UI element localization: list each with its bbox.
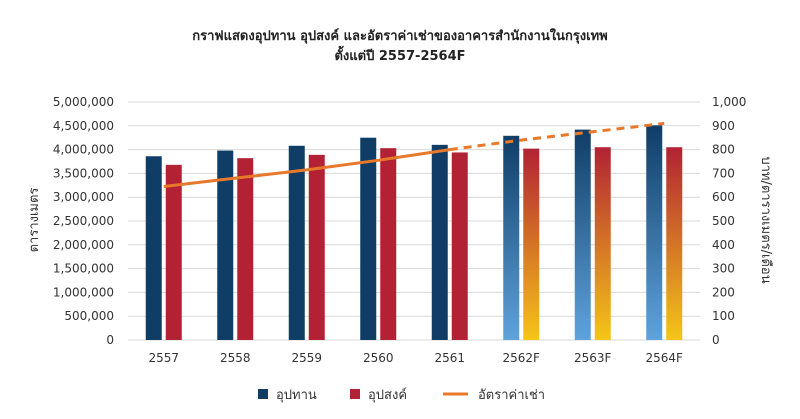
left-tick-label: 1,500,000 [53, 262, 114, 276]
rent-line-forecast [449, 121, 665, 152]
legend: อุปทาน อุปสงค์ อัตราค่าเช่า [258, 387, 545, 403]
left-tick-label: 4,000,000 [53, 143, 114, 157]
bar-supply [288, 145, 305, 340]
legend-swatch-supply [258, 389, 268, 399]
bar-demand [594, 147, 611, 340]
right-tick-label: 1,000 [712, 95, 746, 109]
right-tick-label: 800 [712, 143, 735, 157]
bar-supply [360, 137, 377, 340]
gridlines [128, 101, 700, 341]
bar-demand [165, 164, 182, 340]
category-label: 2563F [574, 351, 612, 365]
left-tick-label: 500,000 [64, 309, 114, 323]
left-tick-label: 3,000,000 [53, 190, 114, 204]
bar-supply [145, 156, 162, 340]
right-axis-ticks: 0 100 200 300 400 500 600 700 800 900 1,000 [712, 95, 746, 347]
left-tick-label: 5,000,000 [53, 95, 114, 109]
category-label: 2562F [503, 351, 541, 365]
chart-title-line1: กราฟแสดงอุปทาน อุปสงค์ และอัตราค่าเช่าขอ… [192, 27, 607, 44]
category-label: 2561 [434, 351, 465, 365]
bar-demand [451, 152, 468, 340]
legend-label-demand: อุปสงค์ [368, 387, 407, 403]
right-tick-label: 700 [712, 166, 735, 180]
rent-line [163, 121, 665, 188]
right-tick-label: 300 [712, 262, 735, 276]
left-axis-ticks: 0 500,000 1,000,000 1,500,000 2,000,000 2,500… [53, 95, 114, 347]
right-tick-label: 200 [712, 285, 735, 299]
left-tick-label: 2,500,000 [53, 214, 114, 228]
bar-supply [503, 135, 520, 340]
legend-swatch-demand [350, 389, 360, 399]
right-tick-label: 500 [712, 214, 735, 228]
category-label: 2557 [148, 351, 179, 365]
left-tick-label: 3,500,000 [53, 166, 114, 180]
category-label: 2558 [220, 351, 251, 365]
bar-demand [523, 148, 540, 340]
rent-line-actual [163, 148, 450, 188]
right-tick-label: 600 [712, 190, 735, 204]
right-tick-label: 0 [712, 333, 720, 347]
left-axis-title: ตารางเมตร [27, 188, 42, 253]
left-tick-label: 4,500,000 [53, 119, 114, 133]
right-tick-label: 100 [712, 309, 735, 323]
bar-demand [666, 147, 683, 340]
bar-supply [431, 144, 448, 340]
left-tick-label: 1,000,000 [53, 285, 114, 299]
bar-supply [646, 125, 663, 340]
bar-supply [574, 129, 591, 340]
right-axis-title: บาท/ตารางเมตร/เดือน [758, 156, 774, 283]
chart-title-line2: ตั้งแต่ปี 2557-2564F [334, 45, 465, 64]
category-label: 2564F [646, 351, 684, 365]
left-tick-label: 2,000,000 [53, 238, 114, 252]
category-labels: 2557 2558 2559 2560 2561 2562F 2563F 2564F [148, 351, 683, 365]
bars [145, 125, 683, 340]
legend-label-supply: อุปทาน [276, 388, 317, 403]
bar-supply [217, 150, 234, 340]
legend-label-rent: อัตราค่าเช่า [478, 388, 545, 403]
category-label: 2559 [291, 351, 322, 365]
right-tick-label: 400 [712, 238, 735, 252]
bar-demand [237, 158, 254, 340]
bar-demand [308, 154, 325, 340]
category-label: 2560 [363, 351, 394, 365]
left-tick-label: 0 [106, 333, 114, 347]
bar-demand [380, 148, 397, 340]
right-tick-label: 900 [712, 119, 735, 133]
